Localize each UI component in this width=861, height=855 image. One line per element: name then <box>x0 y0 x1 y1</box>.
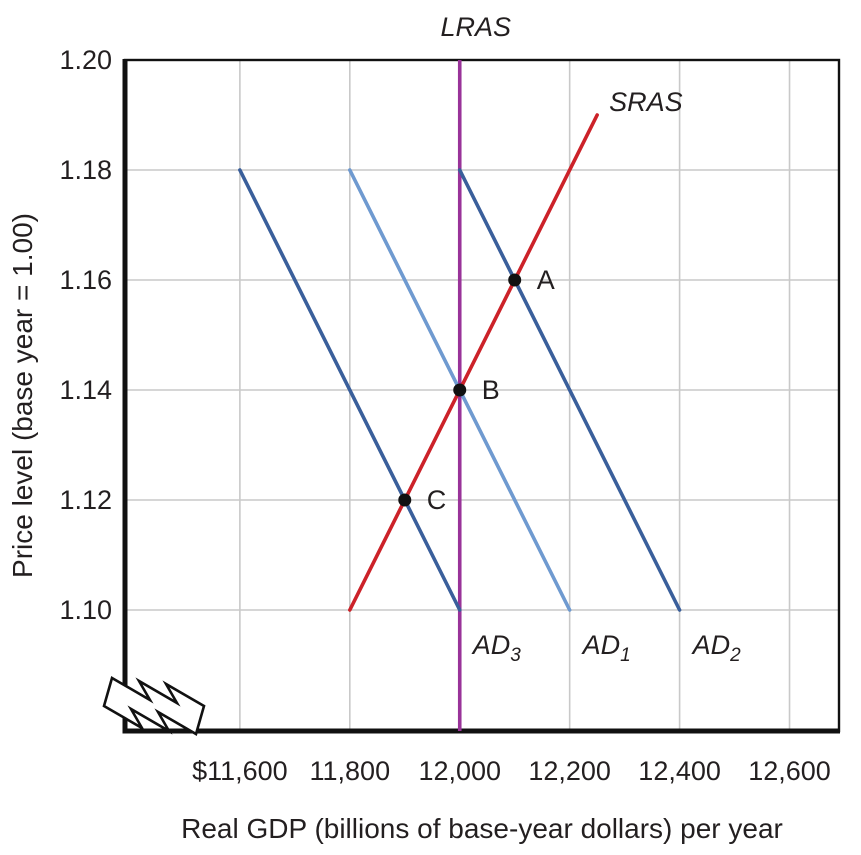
point-b-label: B <box>482 375 500 405</box>
sras-label: SRAS <box>609 87 683 117</box>
x-tick-label: $11,600 <box>192 756 288 786</box>
y-axis-title: Price level (base year = 1.00) <box>7 213 38 578</box>
y-tick-label: 1.20 <box>59 45 112 75</box>
ad2-label: AD2 <box>691 630 742 666</box>
axis-break-icon <box>102 676 206 736</box>
x-tick-label: 12,600 <box>748 756 831 786</box>
x-tick-label: 12,000 <box>418 756 501 786</box>
point-a-label: A <box>537 265 555 295</box>
ad3-line <box>238 168 462 612</box>
y-tick-label: 1.10 <box>59 595 112 625</box>
y-tick-label: 1.14 <box>59 375 112 405</box>
point-b-dot <box>453 383 467 397</box>
ad3-label: AD3 <box>471 630 522 666</box>
ad2-line <box>457 168 682 612</box>
x-axis-title: Real GDP (billions of base-year dollars)… <box>181 813 783 844</box>
y-tick-label: 1.18 <box>59 155 112 185</box>
ad1-label: AD1 <box>581 630 631 666</box>
x-tick-label: 12,200 <box>528 756 611 786</box>
y-tick-label: 1.12 <box>59 485 112 515</box>
point-c-label: C <box>427 485 447 515</box>
sras-line <box>348 113 599 612</box>
x-tick-label: 12,400 <box>638 756 721 786</box>
point-c-dot <box>398 493 412 507</box>
point-a-dot <box>508 273 522 287</box>
y-tick-label: 1.16 <box>59 265 112 295</box>
lras-label: LRAS <box>440 12 511 42</box>
x-tick-label: 11,800 <box>310 756 391 786</box>
